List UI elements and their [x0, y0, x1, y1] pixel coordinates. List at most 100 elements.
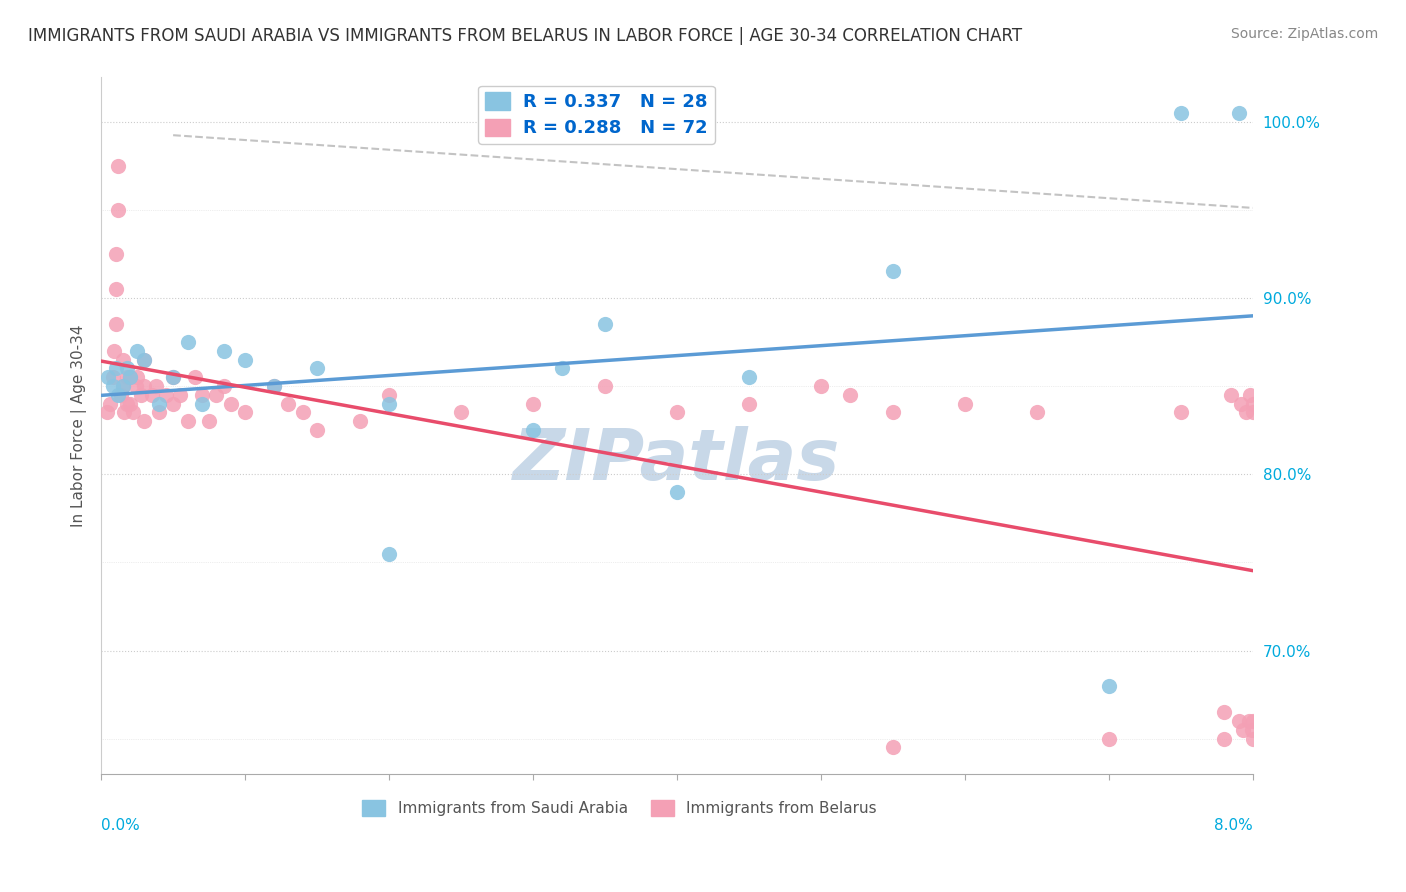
- Point: [291, 405, 314, 419]
- Point: [522, 397, 544, 411]
- Point: [522, 423, 544, 437]
- Legend: Immigrants from Saudi Arabia, Immigrants from Belarus: Immigrants from Saudi Arabia, Immigrants…: [356, 794, 883, 822]
- Point: [882, 264, 904, 278]
- Point: [450, 405, 472, 419]
- Point: [191, 388, 214, 402]
- Point: [127, 343, 149, 358]
- Point: [1170, 105, 1192, 120]
- Point: [155, 388, 177, 402]
- Point: [111, 352, 134, 367]
- Text: 0.0%: 0.0%: [101, 818, 139, 833]
- Point: [104, 318, 127, 332]
- Point: [666, 484, 689, 499]
- Point: [115, 397, 138, 411]
- Point: [118, 370, 141, 384]
- Point: [148, 397, 170, 411]
- Text: ZIPatlas: ZIPatlas: [513, 426, 841, 495]
- Point: [121, 405, 143, 419]
- Point: [1213, 705, 1236, 719]
- Point: [738, 370, 761, 384]
- Point: [131, 388, 153, 402]
- Point: [307, 423, 329, 437]
- Point: [1098, 679, 1121, 693]
- Point: [134, 414, 156, 428]
- Point: [205, 388, 228, 402]
- Point: [96, 405, 118, 419]
- Point: [1170, 405, 1192, 419]
- Point: [1220, 388, 1243, 402]
- Point: [162, 397, 184, 411]
- Point: [212, 379, 235, 393]
- Point: [1227, 105, 1250, 120]
- Point: [107, 159, 129, 173]
- Point: [115, 370, 138, 384]
- Point: [118, 397, 141, 411]
- Point: [118, 370, 141, 384]
- Point: [111, 379, 134, 393]
- Point: [1237, 714, 1260, 728]
- Point: [101, 379, 124, 393]
- Point: [233, 405, 256, 419]
- Point: [1240, 723, 1263, 737]
- Point: [882, 405, 904, 419]
- Point: [198, 414, 221, 428]
- Point: [1234, 405, 1257, 419]
- Point: [593, 379, 616, 393]
- Point: [176, 334, 198, 349]
- Point: [1213, 731, 1236, 746]
- Text: 8.0%: 8.0%: [1215, 818, 1253, 833]
- Point: [378, 547, 401, 561]
- Point: [1241, 714, 1264, 728]
- Point: [115, 361, 138, 376]
- Point: [738, 397, 761, 411]
- Point: [666, 405, 689, 419]
- Point: [1241, 731, 1264, 746]
- Point: [134, 379, 156, 393]
- Point: [104, 282, 127, 296]
- Point: [1232, 723, 1254, 737]
- Point: [104, 361, 127, 376]
- Point: [134, 352, 156, 367]
- Point: [183, 370, 205, 384]
- Point: [97, 370, 120, 384]
- Point: [378, 397, 401, 411]
- Point: [134, 352, 156, 367]
- Point: [1227, 714, 1250, 728]
- Text: Source: ZipAtlas.com: Source: ZipAtlas.com: [1230, 27, 1378, 41]
- Point: [882, 740, 904, 755]
- Point: [107, 388, 129, 402]
- Point: [169, 388, 191, 402]
- Point: [127, 370, 149, 384]
- Y-axis label: In Labor Force | Age 30-34: In Labor Force | Age 30-34: [72, 325, 87, 527]
- Point: [953, 397, 976, 411]
- Point: [810, 379, 832, 393]
- Point: [103, 343, 125, 358]
- Point: [233, 352, 256, 367]
- Point: [98, 397, 121, 411]
- Point: [141, 388, 163, 402]
- Point: [176, 414, 198, 428]
- Point: [191, 397, 214, 411]
- Point: [212, 343, 235, 358]
- Point: [101, 370, 124, 384]
- Point: [277, 397, 299, 411]
- Point: [148, 405, 170, 419]
- Point: [838, 388, 860, 402]
- Point: [110, 388, 132, 402]
- Point: [145, 379, 167, 393]
- Text: IMMIGRANTS FROM SAUDI ARABIA VS IMMIGRANTS FROM BELARUS IN LABOR FORCE | AGE 30-: IMMIGRANTS FROM SAUDI ARABIA VS IMMIGRAN…: [28, 27, 1022, 45]
- Point: [162, 370, 184, 384]
- Point: [111, 379, 134, 393]
- Point: [1026, 405, 1049, 419]
- Point: [263, 379, 285, 393]
- Point: [378, 388, 401, 402]
- Point: [219, 397, 242, 411]
- Point: [307, 361, 329, 376]
- Point: [551, 361, 574, 376]
- Point: [112, 405, 135, 419]
- Point: [107, 202, 129, 217]
- Point: [1239, 388, 1261, 402]
- Point: [593, 318, 616, 332]
- Point: [104, 246, 127, 260]
- Point: [1230, 397, 1253, 411]
